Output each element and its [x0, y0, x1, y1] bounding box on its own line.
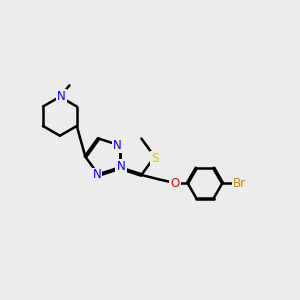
Text: O: O — [170, 177, 180, 190]
Text: S: S — [151, 152, 158, 165]
Text: Br: Br — [233, 177, 246, 190]
Text: N: N — [113, 139, 122, 152]
Text: N: N — [117, 160, 126, 173]
Text: N: N — [93, 169, 101, 182]
Text: N: N — [57, 90, 66, 103]
Text: N: N — [116, 160, 124, 173]
